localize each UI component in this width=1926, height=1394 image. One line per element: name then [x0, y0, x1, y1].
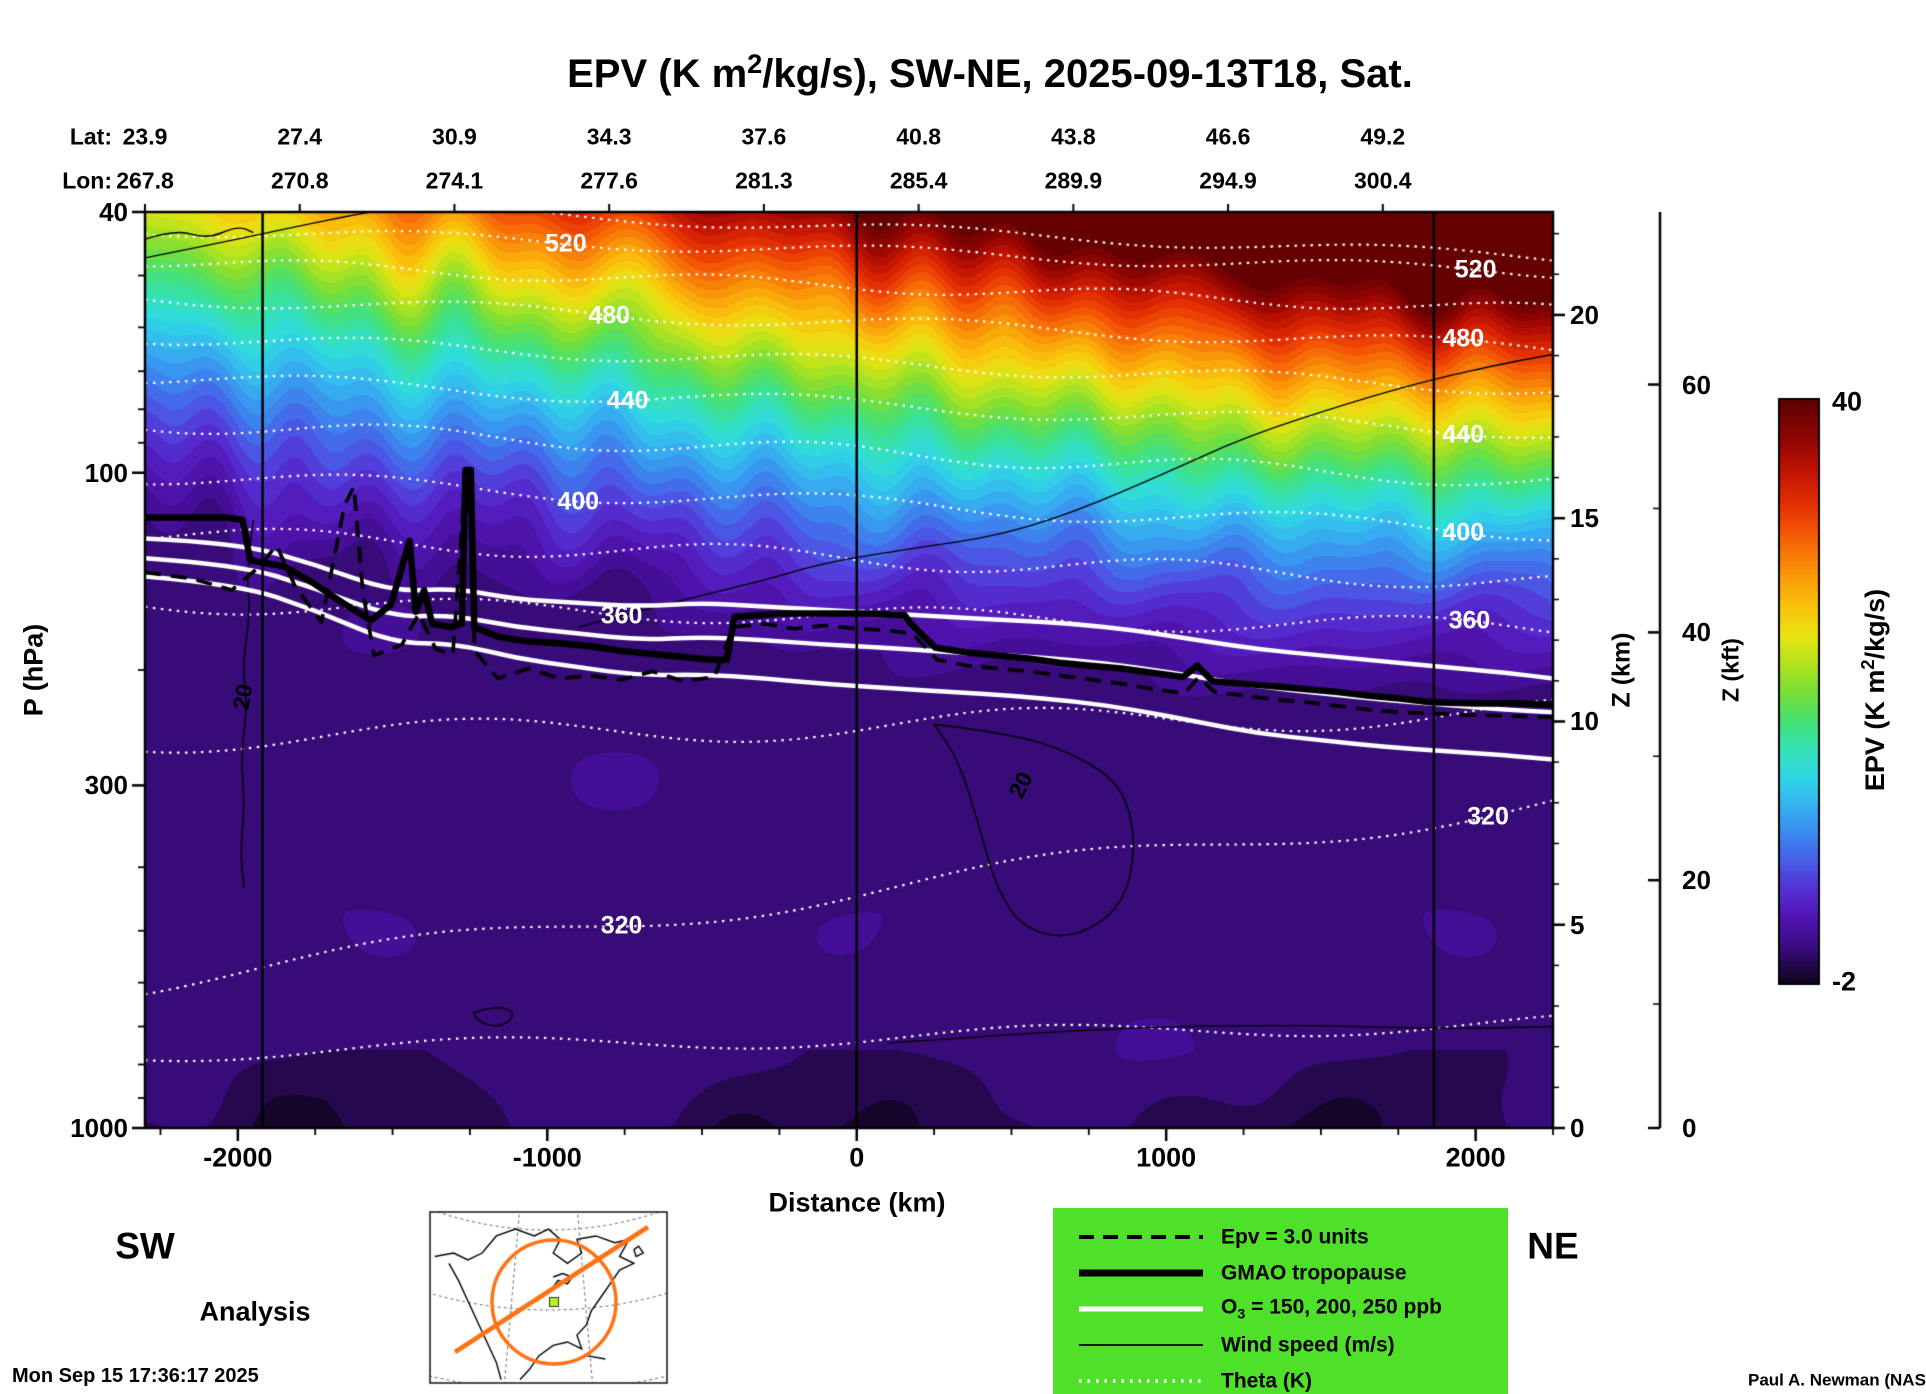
pressure-tick-label: 300 [84, 770, 128, 801]
distance-tick-label: 2000 [1445, 1142, 1506, 1173]
legend-line-sample-thick-black [1079, 1269, 1203, 1277]
theta-contour-label: 400 [557, 487, 600, 516]
distance-axis-title: Distance (km) [768, 1187, 946, 1218]
theta-contour-label: 480 [588, 301, 631, 330]
z-km-tick-label: 10 [1570, 706, 1599, 737]
pressure-axis-title: P (hPa) [18, 623, 49, 717]
z-kft-tick-label: 40 [1682, 617, 1711, 648]
analysis-label: Analysis [199, 1296, 311, 1327]
z-kft-tick-label: 0 [1682, 1113, 1697, 1143]
lat-tick-label: 46.6 [1205, 123, 1251, 150]
distance-tick-label: 0 [849, 1142, 865, 1173]
corner-label-ne: NE [1527, 1225, 1579, 1267]
lon-tick-label: 277.6 [580, 167, 638, 194]
theta-contour-label: 320 [600, 911, 643, 940]
legend-item-label: GMAO tropopause [1221, 1261, 1407, 1285]
lon-tick-label: 267.8 [116, 167, 174, 194]
z-kft-tick-label: 20 [1682, 865, 1711, 896]
legend-line-sample-white-solid [1079, 1306, 1203, 1312]
colorbar-min-label: -2 [1832, 966, 1857, 997]
lat-tick-label: 43.8 [1050, 123, 1096, 150]
distance-tick-label: -2000 [203, 1142, 273, 1173]
z-kft-tick-label: 60 [1682, 369, 1711, 400]
z-km-axis-title: Z (km) [1607, 632, 1636, 708]
lon-tick-label: 274.1 [425, 167, 484, 194]
colorbar-max-label: 40 [1832, 386, 1863, 417]
lon-tick-label: 281.3 [735, 167, 793, 194]
lon-tick-label: 289.9 [1044, 167, 1103, 194]
lon-axis-prefix: Lon: [62, 167, 112, 194]
wind-speed-contour-label: 20 [227, 682, 258, 712]
theta-contour-label: 360 [1448, 606, 1491, 635]
z-km-tick-label: 15 [1570, 503, 1599, 534]
theta-contour-label: 520 [1454, 255, 1497, 284]
legend-item-label: Wind speed (m/s) [1221, 1333, 1395, 1357]
distance-tick-label: 1000 [1136, 1142, 1197, 1173]
lat-axis-prefix: Lat: [69, 123, 112, 150]
chart-title: EPV (K m2/kg/s), SW-NE, 2025-09-13T18, S… [567, 47, 1413, 97]
lon-tick-label: 270.8 [270, 167, 329, 194]
legend: Epv = 3.0 units GMAO tropopause O3 = 150, … [1053, 1208, 1508, 1394]
legend-line-sample-thin-black [1079, 1344, 1203, 1346]
theta-contour-label: 440 [1442, 420, 1485, 449]
lon-tick-label: 300.4 [1354, 167, 1412, 194]
timestamp: Mon Sep 15 17:36:17 2025 [12, 1365, 259, 1387]
z-kft-axis-title: Z (kft) [1717, 638, 1744, 702]
theta-contour-label: 480 [1442, 324, 1485, 353]
pressure-tick-label: 40 [99, 197, 128, 227]
theta-contour-label: 520 [544, 229, 587, 258]
lat-tick-label: 40.8 [896, 123, 942, 150]
legend-item-label: Epv = 3.0 units [1221, 1225, 1369, 1249]
theta-contour-label: 400 [1442, 518, 1485, 547]
pressure-tick-label: 100 [84, 457, 128, 488]
legend-line-sample-dashed-black [1079, 1235, 1203, 1239]
lat-tick-label: 27.4 [277, 123, 323, 150]
z-km-tick-label: 0 [1570, 1113, 1585, 1143]
z-km-tick-label: 20 [1570, 299, 1599, 330]
theta-contour-label: 360 [600, 601, 643, 630]
lat-tick-label: 23.9 [122, 123, 168, 150]
distance-tick-label: -1000 [512, 1142, 582, 1173]
lat-tick-label: 37.6 [741, 123, 787, 150]
credit: Paul A. Newman (NASA [1748, 1370, 1926, 1390]
z-km-tick-label: 5 [1570, 909, 1585, 940]
legend-item-label: Theta (K) [1221, 1369, 1312, 1393]
pressure-tick-label: 1000 [70, 1113, 128, 1143]
lon-tick-label: 285.4 [889, 167, 948, 194]
legend-line-sample-dotted-white [1079, 1379, 1203, 1383]
colorbar-title: EPV (K m2/kg/s) [1857, 588, 1890, 792]
lat-tick-label: 49.2 [1360, 123, 1406, 150]
theta-contour-label: 440 [606, 386, 649, 415]
corner-label-sw: SW [115, 1225, 175, 1267]
lat-tick-label: 30.9 [432, 123, 477, 150]
lat-tick-label: 34.3 [586, 123, 632, 150]
lon-tick-label: 294.9 [1199, 167, 1257, 194]
theta-contour-label: 320 [1467, 802, 1509, 831]
legend-item-label: O3 = 150, 200, 250 ppb [1221, 1295, 1442, 1323]
